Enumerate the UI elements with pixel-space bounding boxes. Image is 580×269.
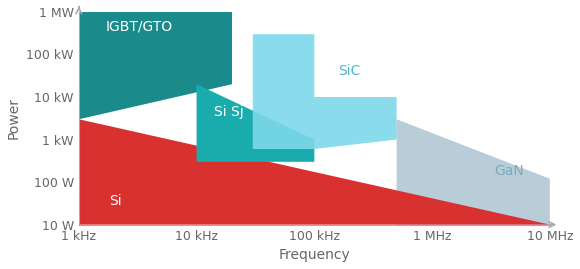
X-axis label: Frequency: Frequency	[278, 248, 350, 262]
Polygon shape	[397, 119, 550, 225]
Text: Si Sj: Si Sj	[214, 105, 244, 119]
Y-axis label: Power: Power	[7, 97, 21, 139]
Polygon shape	[79, 12, 232, 119]
Text: IGBT/GTO: IGBT/GTO	[106, 20, 173, 34]
Polygon shape	[79, 119, 550, 225]
Text: GaN: GaN	[494, 164, 524, 178]
Polygon shape	[197, 84, 314, 162]
Text: Si: Si	[109, 194, 122, 208]
Polygon shape	[253, 34, 397, 149]
Text: SiC: SiC	[339, 64, 361, 78]
